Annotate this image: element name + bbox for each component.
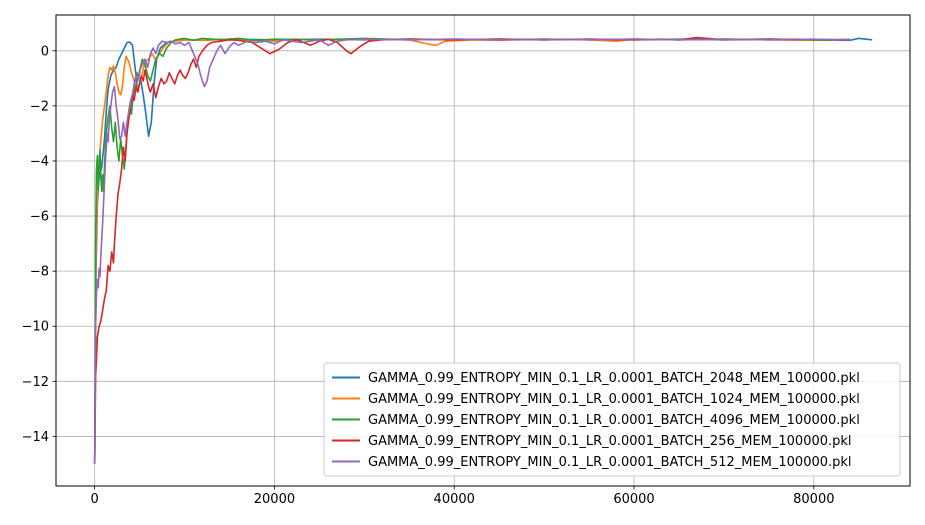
x-tick-label: 80000 <box>793 492 834 507</box>
y-tick-label: −14 <box>22 430 49 445</box>
legend-label-1: GAMMA_0.99_ENTROPY_MIN_0.1_LR_0.0001_BAT… <box>368 392 860 407</box>
legend-label-3: GAMMA_0.99_ENTROPY_MIN_0.1_LR_0.0001_BAT… <box>368 434 852 449</box>
y-tick-label: −8 <box>30 265 49 280</box>
tick-layer: 0 20000 40000 60000 80000 0 −2 −4 −6 −8 −10 −12 −14 <box>22 44 835 507</box>
y-tick-label: −12 <box>22 375 49 390</box>
y-tick-label: −4 <box>30 154 49 169</box>
series-line-3 <box>93 36 796 465</box>
x-tick-label: 40000 <box>434 492 475 507</box>
legend: GAMMA_0.99_ENTROPY_MIN_0.1_LR_0.0001_BAT… <box>323 362 901 477</box>
series-line-4 <box>93 38 850 465</box>
plot-frame <box>55 14 911 487</box>
x-tick-label: 60000 <box>613 492 654 507</box>
y-tick-label: −6 <box>30 210 49 225</box>
x-tick-label: 0 <box>91 492 99 507</box>
legend-label-4: GAMMA_0.99_ENTROPY_MIN_0.1_LR_0.0001_BAT… <box>368 455 852 470</box>
legend-label-0: GAMMA_0.99_ENTROPY_MIN_0.1_LR_0.0001_BAT… <box>368 371 860 386</box>
legend-box <box>323 362 901 477</box>
y-tick-label: 0 <box>41 44 49 59</box>
x-tick-label: 20000 <box>254 492 295 507</box>
y-tick-label: −10 <box>22 320 49 335</box>
series-layer <box>93 36 873 465</box>
y-tick-label: −2 <box>30 99 49 114</box>
legend-label-2: GAMMA_0.99_ENTROPY_MIN_0.1_LR_0.0001_BAT… <box>368 413 860 428</box>
